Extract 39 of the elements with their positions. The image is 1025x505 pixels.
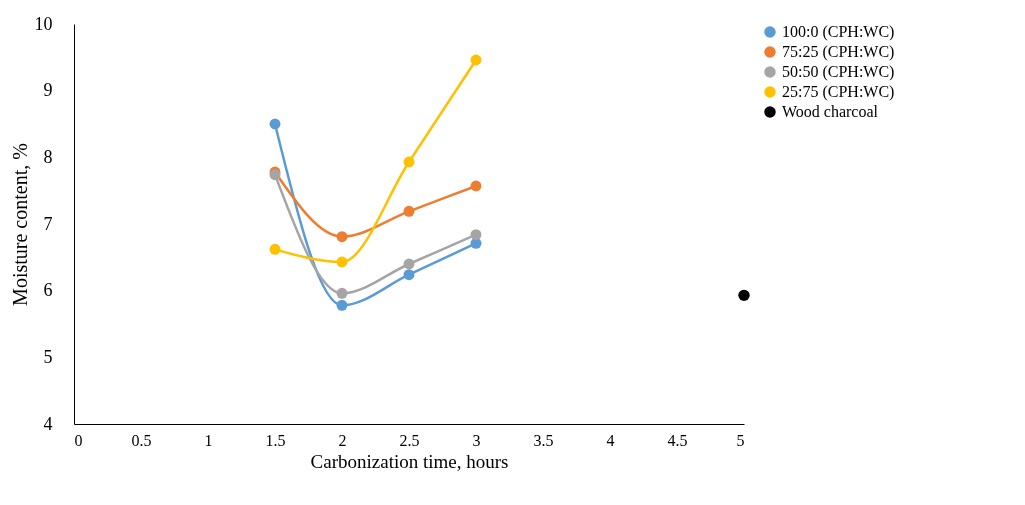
y-tick-label: 6	[43, 280, 53, 301]
y-tick-label: 10	[34, 13, 53, 34]
point	[470, 229, 482, 241]
point	[403, 258, 415, 270]
point	[336, 287, 348, 299]
legend-label: 75:25 (CPH:WC)	[782, 43, 895, 61]
x-tick-label: 0.5	[131, 431, 152, 449]
y-tick-label: 8	[43, 146, 53, 167]
x-tick-label: 5	[736, 431, 745, 449]
point	[269, 118, 281, 130]
y-tick-label: 4	[43, 413, 53, 434]
x-tick-label: 1.5	[265, 431, 286, 449]
y-tick-label: 7	[43, 213, 53, 234]
legend-label: 100:0 (CPH:WC)	[782, 23, 895, 41]
point	[336, 231, 348, 243]
point	[470, 54, 482, 66]
point	[403, 156, 415, 168]
point	[269, 243, 281, 255]
y-tick-label: 5	[43, 346, 53, 367]
x-tick-label: 2	[338, 431, 347, 449]
point	[738, 289, 750, 302]
legend-label: Wood charcoal	[782, 103, 879, 120]
point	[336, 256, 348, 268]
point	[336, 299, 348, 311]
x-tick-label: 4.5	[667, 431, 688, 449]
y-axis-title: Moisture content, %	[8, 143, 31, 306]
legend-label: 50:50 (CPH:WC)	[782, 63, 895, 81]
point	[403, 269, 415, 281]
point	[403, 205, 415, 217]
x-axis-title: Carbonization time, hours	[310, 450, 509, 472]
x-tick-label: 0	[74, 431, 83, 449]
x-tick-label: 4	[606, 431, 615, 449]
legend-label: 25:75 (CPH:WC)	[782, 83, 895, 101]
x-tick-label: 3	[472, 431, 481, 449]
x-tick-label: 1	[204, 431, 213, 449]
point	[470, 180, 482, 192]
x-tick-label: 2.5	[399, 431, 420, 449]
x-tick-label: 3.5	[533, 431, 554, 449]
y-tick-label: 9	[43, 80, 53, 101]
